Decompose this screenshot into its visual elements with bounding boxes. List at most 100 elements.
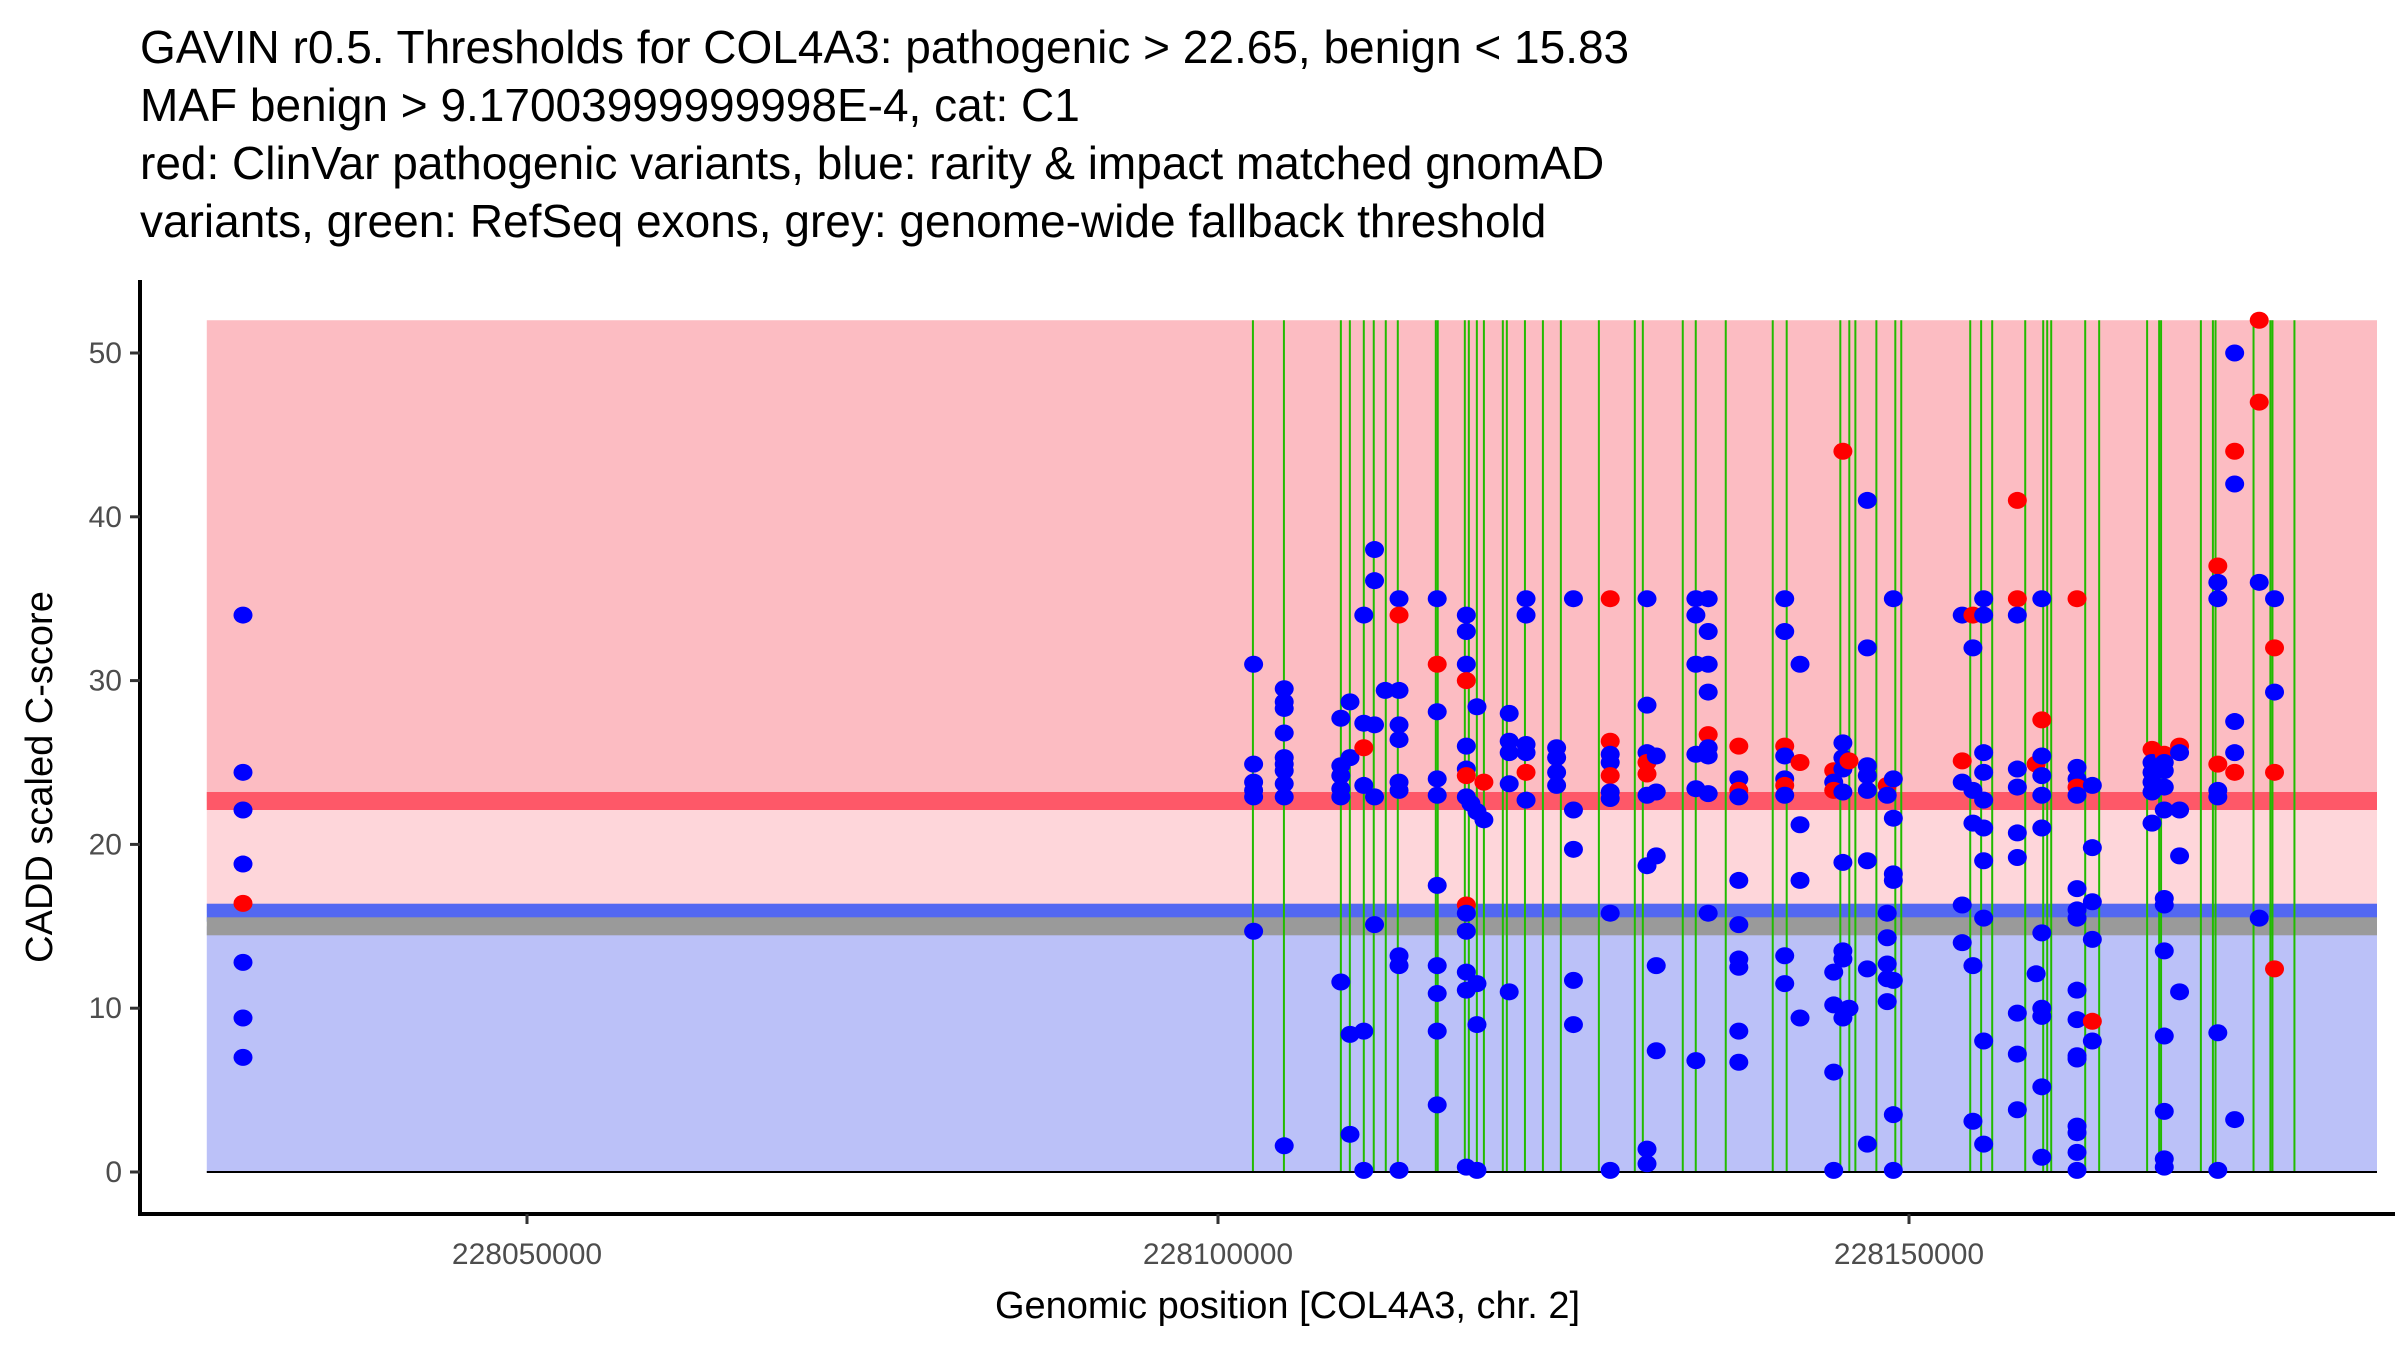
clinvar-pathogenic-point	[2067, 590, 2087, 608]
y-tick-label: 0	[105, 1156, 122, 1189]
gnomad-benign-point	[1857, 1135, 1877, 1153]
clinvar-pathogenic-point	[1729, 737, 1749, 755]
gnomad-benign-point	[1563, 1016, 1583, 1034]
clinvar-pathogenic-point	[2265, 763, 2285, 781]
x-tick-label: 228050000	[452, 1238, 602, 1271]
gnomad-benign-point	[1877, 786, 1897, 804]
gnomad-benign-point	[1600, 754, 1620, 771]
gnomad-benign-point	[2142, 814, 2162, 832]
gnomad-benign-point	[2067, 880, 2087, 898]
gnomad-benign-point	[1499, 983, 1519, 1001]
clinvar-pathogenic-point	[1637, 765, 1657, 783]
gnomad-benign-point	[1974, 606, 1994, 624]
clinvar-pathogenic-point	[233, 894, 253, 912]
gnomad-benign-point	[2154, 1158, 2174, 1176]
gnomad-benign-point	[1427, 770, 1447, 788]
gnomad-benign-point	[1516, 590, 1536, 608]
y-tick-label: 30	[89, 665, 122, 698]
gnomad-benign-point	[2032, 1007, 2052, 1025]
clinvar-pathogenic-point	[1474, 773, 1494, 791]
gnomad-benign-point	[1516, 744, 1536, 762]
gnomad-benign-point	[2154, 896, 2174, 914]
gnomad-benign-point	[1963, 1112, 1983, 1130]
gnomad-benign-point	[2154, 1102, 2174, 1120]
gnomad-benign-point	[2208, 573, 2228, 591]
gnomad-benign-point	[1883, 971, 1903, 989]
gnomad-benign-point	[1456, 606, 1476, 624]
gnomad-benign-point	[1467, 975, 1487, 993]
x-ticks: 228050000 228100000 228150000	[452, 1214, 1984, 1271]
gnomad-benign-point	[1274, 724, 1294, 742]
gnomad-benign-point	[1637, 1140, 1657, 1158]
gnomad-benign-point	[1365, 541, 1385, 559]
gnomad-benign-point	[2225, 744, 2245, 762]
gnomad-benign-point	[1698, 622, 1718, 640]
gnomad-benign-point	[1775, 747, 1795, 765]
gnomad-benign-point	[1456, 622, 1476, 640]
gnomad-benign-point	[1839, 999, 1859, 1017]
gnomad-benign-point	[1340, 693, 1360, 711]
gnomad-benign-point	[1331, 767, 1351, 785]
title-line-4: variants, green: RefSeq exons, grey: gen…	[140, 195, 1547, 247]
gnomad-benign-point	[2067, 1124, 2087, 1142]
gnomad-benign-point	[1833, 950, 1853, 968]
gnomad-benign-point	[2249, 573, 2269, 591]
gnomad-benign-point	[1389, 781, 1409, 799]
gnomad-benign-point	[1857, 639, 1877, 657]
gnomad-benign-point	[2007, 1101, 2027, 1119]
gnomad-benign-point	[2067, 786, 2087, 804]
gnomad-benign-point	[2208, 1024, 2228, 1042]
gnomad-benign-point	[1775, 975, 1795, 993]
gnomad-benign-point	[1775, 947, 1795, 965]
gnomad-benign-point	[1456, 737, 1476, 755]
gnomad-benign-point	[2032, 786, 2052, 804]
gnomad-benign-point	[1790, 1009, 1810, 1027]
gnomad-benign-point	[1883, 1161, 1903, 1179]
gnomad-benign-point	[2225, 344, 2245, 362]
gnomad-benign-point	[1883, 770, 1903, 788]
gnomad-benign-point	[1646, 783, 1666, 801]
axes	[138, 280, 2395, 1216]
gnomad-benign-point	[1857, 781, 1877, 799]
gnomad-benign-point	[1427, 1022, 1447, 1040]
gnomad-benign-point	[2208, 590, 2228, 608]
gnomad-benign-point	[1974, 819, 1994, 837]
gnomad-benign-point	[2082, 839, 2102, 857]
gnomad-benign-point	[1646, 847, 1666, 865]
gnomad-benign-point	[1646, 1042, 1666, 1060]
gnomad-benign-point	[1389, 1161, 1409, 1179]
gnomad-benign-point	[1686, 606, 1706, 624]
gnomad-benign-point	[2007, 1045, 2027, 1063]
gnomad-benign-point	[2032, 590, 2052, 608]
gnomad-benign-point	[1600, 790, 1620, 808]
gnomad-benign-point	[1563, 840, 1583, 858]
chart-title: GAVIN r0.5. Thresholds for COL4A3: patho…	[140, 18, 1629, 250]
gnomad-benign-point	[1698, 785, 1718, 803]
gnomad-benign-point	[1474, 811, 1494, 829]
gnomad-benign-point	[1833, 783, 1853, 801]
gnomad-benign-point	[1365, 788, 1385, 806]
clinvar-pathogenic-point	[2249, 311, 2269, 329]
clinvar-pathogenic-point	[1600, 590, 1620, 608]
gnomad-benign-point	[1244, 655, 1264, 673]
clinvar-pathogenic-point	[1952, 752, 1972, 770]
gnomad-benign-point	[1600, 1161, 1620, 1179]
gnomad-benign-point	[1646, 957, 1666, 975]
gnomad-benign-point	[1963, 639, 1983, 657]
gnomad-benign-point	[1974, 744, 1994, 762]
clinvar-pathogenic-point	[1389, 606, 1409, 624]
gnomad-benign-point	[1974, 1135, 1994, 1153]
gnomad-benign-point	[1456, 904, 1476, 922]
gnomad-benign-point	[1952, 934, 1972, 952]
gnomad-benign-point	[2007, 824, 2027, 842]
gnomad-benign-point	[1244, 755, 1264, 773]
gnomad-benign-point	[2154, 778, 2174, 796]
gnomad-benign-point	[1857, 767, 1877, 785]
gnomad-benign-point	[1244, 922, 1264, 940]
gnomad-benign-point	[1833, 734, 1853, 752]
gnomad-benign-point	[1274, 788, 1294, 806]
gnomad-benign-point	[1427, 703, 1447, 721]
gnomad-benign-point	[2067, 981, 2087, 999]
gnomad-benign-point	[1427, 1096, 1447, 1114]
clinvar-pathogenic-point	[1456, 767, 1476, 785]
